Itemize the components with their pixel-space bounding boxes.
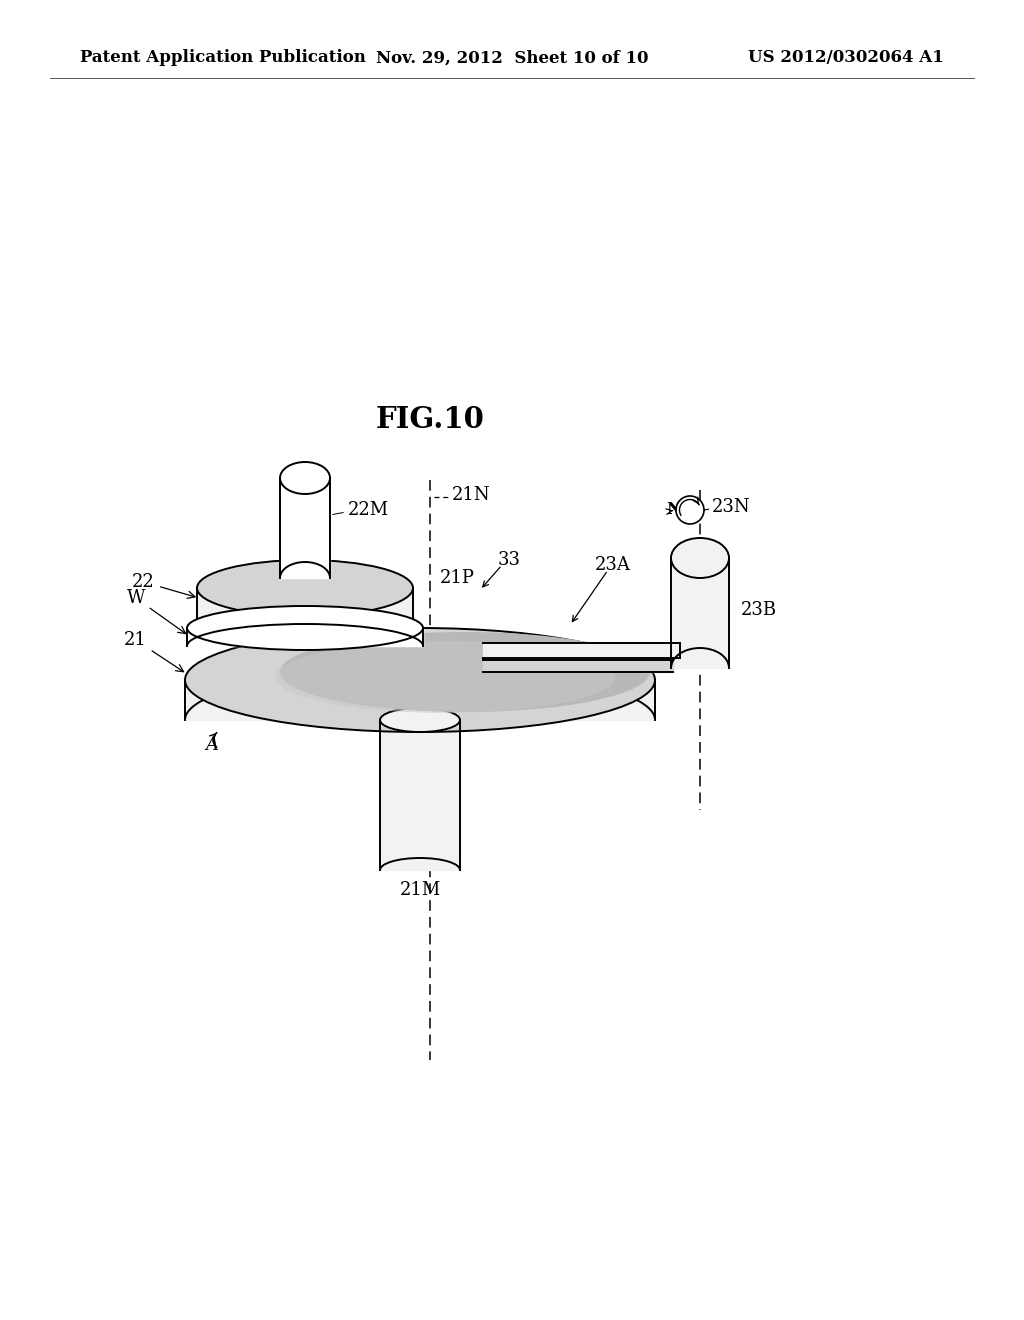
Ellipse shape (197, 560, 413, 616)
Ellipse shape (671, 539, 729, 578)
Polygon shape (280, 478, 330, 578)
Ellipse shape (380, 708, 460, 733)
Ellipse shape (187, 606, 423, 649)
Ellipse shape (280, 462, 330, 494)
Text: 21P: 21P (440, 569, 475, 587)
Text: 22: 22 (132, 573, 195, 598)
Ellipse shape (185, 628, 655, 733)
Text: 23N: 23N (712, 498, 751, 516)
Text: W: W (127, 589, 185, 634)
Polygon shape (197, 587, 413, 632)
Text: B: B (382, 663, 395, 681)
Text: 21M: 21M (399, 880, 440, 899)
Text: Nov. 29, 2012  Sheet 10 of 10: Nov. 29, 2012 Sheet 10 of 10 (376, 49, 648, 66)
Text: Patent Application Publication: Patent Application Publication (80, 49, 366, 66)
Text: 22M: 22M (348, 502, 389, 519)
Text: 21: 21 (124, 631, 183, 672)
Text: FIG.10: FIG.10 (376, 405, 484, 434)
Text: 23B: 23B (741, 601, 777, 619)
Text: 33: 33 (498, 550, 521, 569)
Polygon shape (483, 660, 673, 672)
Polygon shape (483, 643, 680, 657)
Text: A: A (205, 737, 218, 754)
Polygon shape (380, 719, 460, 870)
Text: 21N: 21N (452, 486, 490, 504)
Ellipse shape (280, 632, 650, 711)
Text: US 2012/0302064 A1: US 2012/0302064 A1 (749, 49, 944, 66)
Ellipse shape (676, 496, 705, 524)
Text: 23A: 23A (595, 556, 631, 574)
Polygon shape (185, 680, 655, 719)
Text: N: N (666, 502, 681, 519)
Ellipse shape (275, 642, 615, 713)
Polygon shape (187, 628, 423, 645)
Polygon shape (671, 558, 729, 668)
